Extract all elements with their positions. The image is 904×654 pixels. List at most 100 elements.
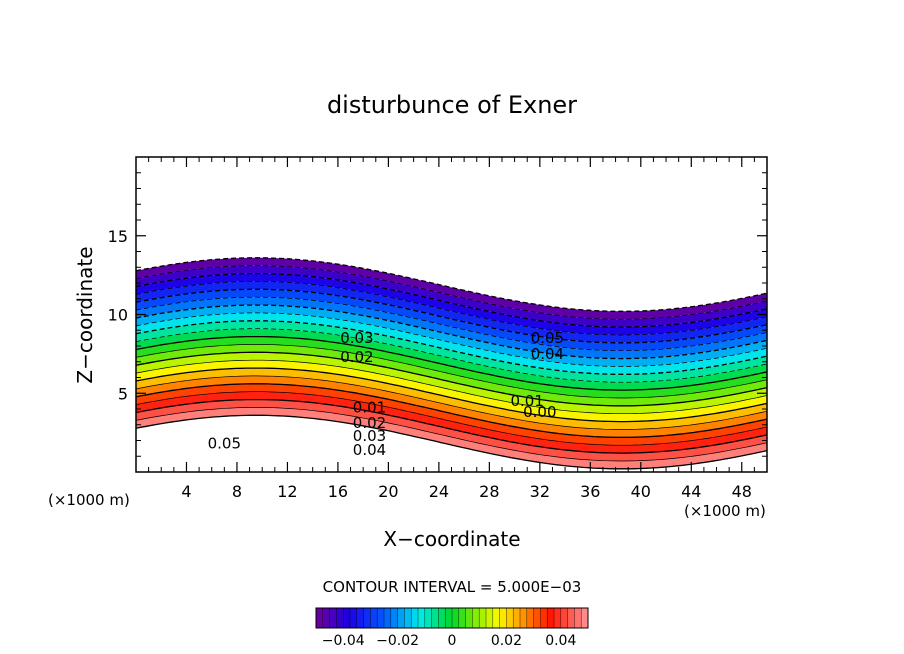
contour-line (136, 296, 767, 352)
colorbar-cell (574, 608, 582, 628)
contour-band (136, 320, 767, 383)
contour-line (136, 398, 767, 454)
contour-label: 0.00 (523, 403, 556, 421)
contour-band (136, 391, 767, 454)
contour-line (136, 257, 767, 312)
contour-line (136, 375, 767, 430)
contour-label: 0.05 (208, 435, 241, 453)
colorbar-tick-labels: −0.04 −0.02 0 0.02 0.04 (322, 633, 577, 649)
colorbar-tick-label: −0.04 (322, 633, 365, 649)
colorbar-cell (445, 608, 453, 628)
y-tick-label: 5 (118, 384, 128, 403)
contour-line (136, 407, 767, 462)
contour-band (136, 360, 767, 422)
y-tick-label: 15 (108, 227, 128, 246)
contour-band (136, 352, 767, 414)
colorbar-cell (316, 608, 324, 628)
colorbar-cell (472, 608, 480, 628)
contour-label: 0.02 (340, 348, 373, 366)
x-tick-label: 40 (631, 482, 651, 501)
colorbar-cell (418, 608, 426, 628)
x-tick-label: 16 (328, 482, 348, 501)
colorbar-cell (397, 608, 405, 628)
contour-band (136, 312, 767, 375)
colorbar-cell (513, 608, 521, 628)
x-tick-label: 4 (181, 482, 191, 501)
colorbar-cell (486, 608, 494, 628)
x-tick-label: 24 (429, 482, 449, 501)
contour-fills (136, 257, 767, 469)
contour-label: 0.02 (353, 414, 386, 432)
contour-band (136, 368, 767, 430)
contour-band (136, 328, 767, 391)
contour-band (136, 257, 767, 320)
x-tick-label: 32 (530, 482, 550, 501)
colorbar-tick-label: 0.04 (545, 633, 576, 649)
x-axis-unit-right: (×1000 m) (684, 502, 766, 520)
x-tick-label: 8 (232, 482, 242, 501)
colorbar-cell (390, 608, 398, 628)
contour-line (136, 351, 767, 407)
contour-lines (136, 257, 767, 470)
contour-label: 0.04 (353, 441, 386, 459)
colorbar-cell (581, 608, 589, 628)
contour-label: 0.03 (340, 329, 373, 347)
colorbar-cell (479, 608, 487, 628)
contour-line (136, 272, 767, 328)
colorbar-cell (329, 608, 337, 628)
contour-label: 0.04 (531, 345, 564, 363)
x-axis-unit-left: (×1000 m) (48, 491, 130, 509)
contour-line (136, 265, 767, 320)
colorbar-cell (465, 608, 473, 628)
x-tick-label: 36 (580, 482, 600, 501)
x-axis-label: X−coordinate (383, 527, 520, 551)
colorbar-cell (350, 608, 358, 628)
colorbar-cell (452, 608, 460, 628)
y-tick-label: 10 (108, 306, 128, 325)
colorbar-tick-label: 0 (448, 633, 457, 649)
contour-labels: 0.050.040.030.020.010.000.010.020.030.04… (208, 329, 565, 459)
colorbar-cell (554, 608, 562, 628)
contour-label: 0.01 (510, 392, 543, 410)
x-tick-label: 28 (479, 482, 499, 501)
chart-title: disturbunce of Exner (327, 91, 577, 119)
contour-line (136, 320, 767, 375)
contour-band (136, 305, 767, 367)
colorbar (315, 608, 589, 628)
colorbar-cell (520, 608, 528, 628)
axis-ticks (136, 157, 767, 472)
contour-label: 0.01 (353, 398, 386, 416)
y-axis-label: Z−coordinate (73, 246, 97, 383)
contour-band (136, 407, 767, 469)
colorbar-cell (322, 608, 330, 628)
contour-band (136, 344, 767, 406)
contour-line (136, 335, 767, 391)
colorbar-cell (431, 608, 439, 628)
x-tick-label: 44 (681, 482, 701, 501)
contour-line (136, 344, 767, 399)
x-tick-label: 12 (277, 482, 297, 501)
colorbar-cell (458, 608, 466, 628)
colorbar-cell (492, 608, 500, 628)
colorbar-frame (315, 607, 589, 629)
contour-line (136, 304, 767, 360)
colorbar-cell (363, 608, 371, 628)
colorbar-cell (384, 608, 392, 628)
contour-band (136, 265, 767, 328)
colorbar-cell (547, 608, 555, 628)
contour-band (136, 375, 767, 438)
contour-line (136, 367, 767, 423)
contour-label: 0.03 (353, 427, 386, 445)
contour-line (136, 414, 767, 470)
colorbar-cell (424, 608, 432, 628)
colorbar-cell (533, 608, 541, 628)
colorbar-cell (438, 608, 446, 628)
x-tick-label: 48 (732, 482, 752, 501)
colorbar-cell (356, 608, 364, 628)
x-tick-label: 20 (378, 482, 398, 501)
colorbar-cell (526, 608, 534, 628)
contour-line (136, 281, 767, 336)
colorbar-cell (540, 608, 548, 628)
colorbar-cell (499, 608, 507, 628)
